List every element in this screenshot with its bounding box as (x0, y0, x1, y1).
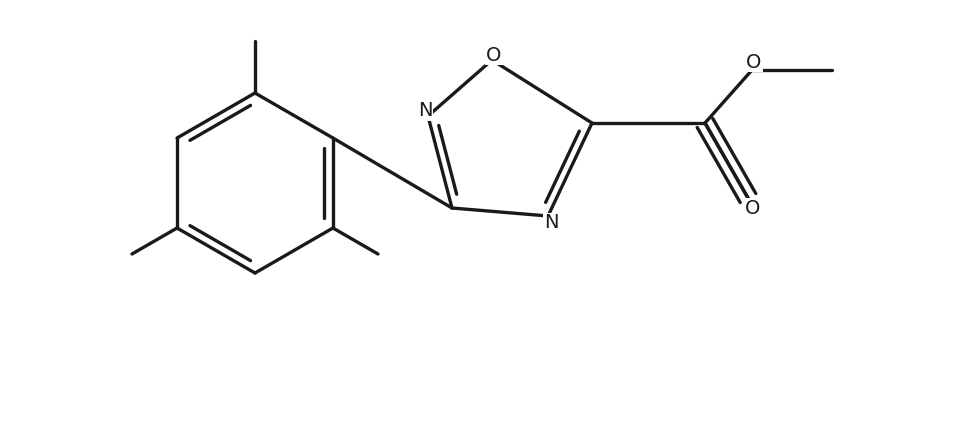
Text: O: O (747, 53, 761, 71)
Text: N: N (418, 102, 432, 120)
Text: O: O (486, 46, 502, 64)
Text: N: N (544, 213, 558, 233)
Text: O: O (746, 198, 760, 218)
